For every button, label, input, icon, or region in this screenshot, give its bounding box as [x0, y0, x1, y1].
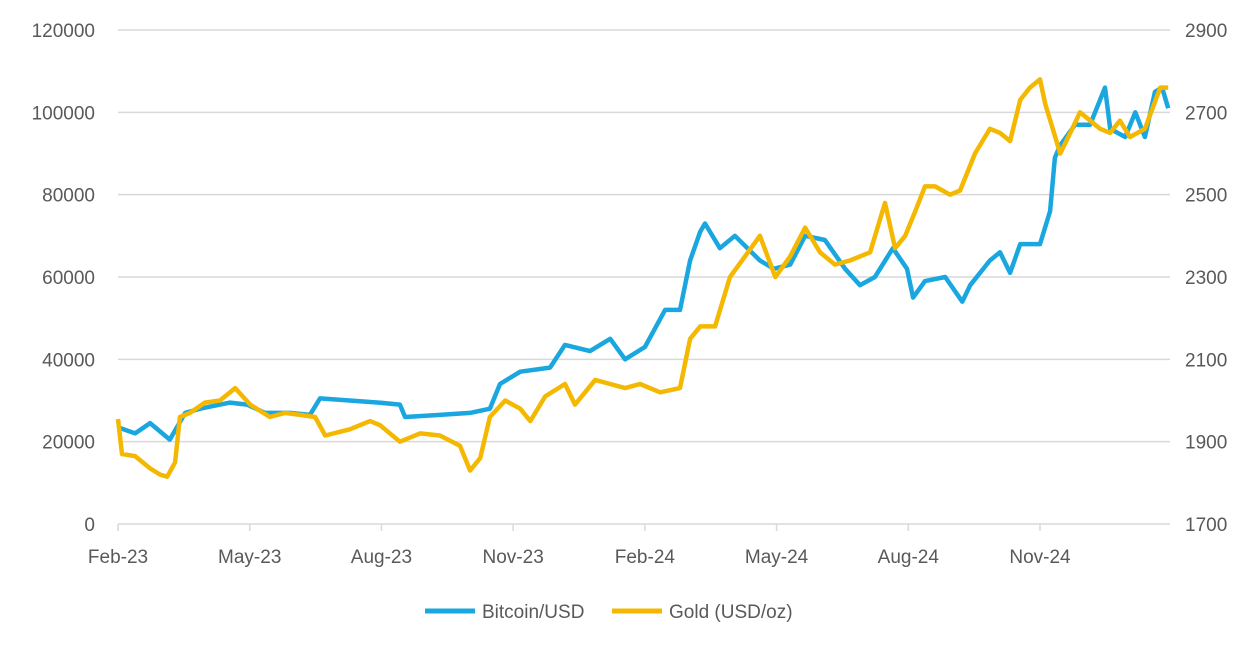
y-right-tick-label: 2100 — [1185, 350, 1227, 371]
y-right-tick-label: 2900 — [1185, 21, 1227, 42]
y-left-tick-label: 0 — [84, 515, 95, 536]
legend: Bitcoin/USD Gold (USD/oz) — [425, 602, 793, 623]
y-left-tick-label: 40000 — [42, 350, 95, 371]
y-right-tick-label: 2500 — [1185, 186, 1227, 207]
y-left-tick-label: 80000 — [42, 186, 95, 207]
y-left-tick-label: 120000 — [32, 21, 95, 42]
x-tick-label: Nov-23 — [483, 547, 544, 568]
series-line-bitcoin — [117, 85, 1171, 442]
y-left-tick-label: 60000 — [42, 268, 95, 289]
y-right-tick-label: 2700 — [1185, 103, 1227, 124]
y-right-tick-label: 1700 — [1185, 515, 1227, 536]
x-tick-label: May-23 — [218, 547, 281, 568]
y-right-tick-label: 2300 — [1185, 268, 1227, 289]
x-tick-label: Feb-24 — [615, 547, 676, 568]
x-tick-label: Aug-24 — [878, 547, 940, 568]
x-tick-label: Feb-23 — [88, 547, 148, 568]
y-right-tick-label: 1900 — [1185, 433, 1227, 454]
y-left-tick-label: 100000 — [32, 103, 95, 124]
x-tick-label: Aug-23 — [351, 547, 412, 568]
x-tick-label: May-24 — [745, 547, 809, 568]
x-tick-label: Nov-24 — [1009, 547, 1071, 568]
y-left-tick-label: 20000 — [42, 433, 95, 454]
legend-label-gold: Gold (USD/oz) — [669, 602, 793, 623]
series-line-gold — [115, 77, 1169, 479]
legend-label-bitcoin: Bitcoin/USD — [482, 602, 584, 623]
